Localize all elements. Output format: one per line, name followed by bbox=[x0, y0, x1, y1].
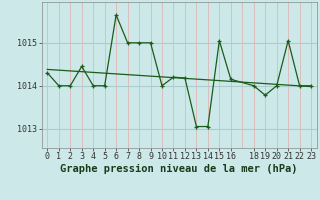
X-axis label: Graphe pression niveau de la mer (hPa): Graphe pression niveau de la mer (hPa) bbox=[60, 164, 298, 174]
